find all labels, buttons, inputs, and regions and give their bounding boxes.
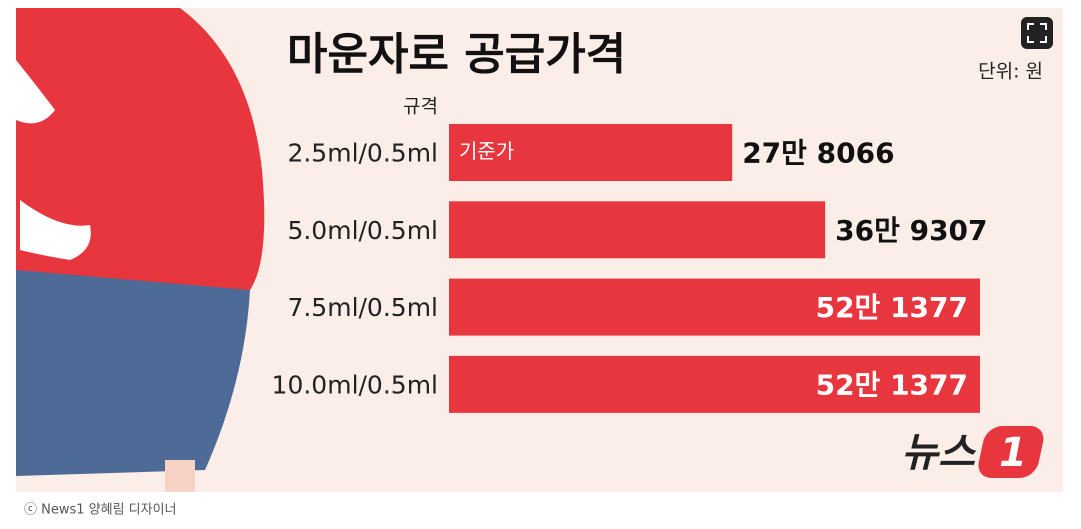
bar (449, 124, 733, 181)
logo: 뉴스 1 (901, 426, 1044, 478)
logo-text: 뉴스 (901, 430, 977, 476)
category-label: 5.0ml/0.5ml (287, 216, 438, 245)
bar (449, 201, 826, 259)
expand-button[interactable] (1021, 17, 1053, 49)
illustration (16, 8, 265, 492)
category-label: 2.5ml/0.5ml (287, 139, 438, 168)
caption: ⓒ News1 양혜림 디자이너 (24, 503, 177, 518)
category-label: 10.0ml/0.5ml (272, 370, 438, 399)
chart-title: 마운자로 공급가격 (287, 29, 626, 80)
value-label: 27만 8066 (742, 137, 894, 170)
bar (449, 278, 980, 336)
unit-label: 단위: 원 (978, 61, 1043, 83)
category-header: 규격 (403, 96, 438, 118)
value-label: 52만 1377 (816, 291, 968, 324)
bar (449, 355, 980, 413)
category-label: 7.5ml/0.5ml (287, 293, 438, 322)
value-label: 36만 9307 (835, 214, 987, 247)
value-label: 52만 1377 (816, 368, 968, 401)
logo-badge (978, 426, 1044, 478)
annotation: 기준가 (459, 139, 514, 163)
logo-mark: 1 (999, 430, 1027, 476)
